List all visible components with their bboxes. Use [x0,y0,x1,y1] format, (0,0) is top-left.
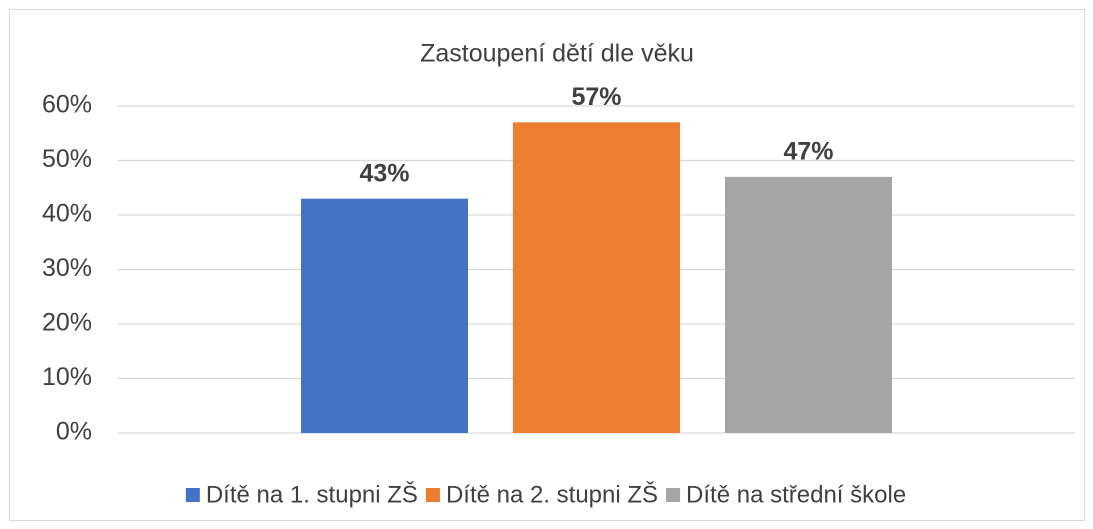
y-tick-label: 60% [42,91,92,119]
y-tick-label: 50% [42,145,92,173]
legend-swatch [185,488,200,502]
y-tick-label: 10% [42,363,92,391]
data-label: 47% [783,137,833,165]
bar [301,198,468,433]
bar [725,176,892,433]
y-tick-label: 30% [42,254,92,282]
y-tick-label: 20% [42,309,92,337]
bar [513,122,680,433]
chart-title: Zastoupení dětí dle věku [420,40,694,68]
legend-swatch [666,488,681,502]
legend-label: Dítě na 2. stupni ZŠ [446,480,658,508]
data-label: 57% [571,83,621,111]
legend-label: Dítě na 1. stupni ZŠ [206,480,418,508]
data-label: 43% [359,159,409,187]
legend-swatch [425,488,440,502]
y-tick-label: 40% [42,200,92,228]
y-tick-label: 0% [56,418,92,446]
legend-label: Dítě na střední škole [686,481,906,508]
